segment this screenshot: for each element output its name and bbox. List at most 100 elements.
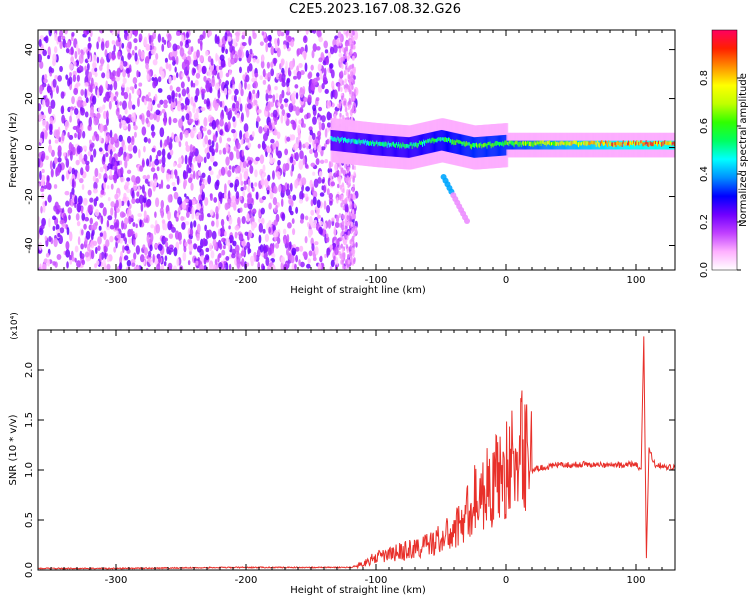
heatmap-noise-cell — [265, 256, 270, 267]
heatmap-noise-cell — [351, 63, 355, 69]
heatmap-noise-cell — [223, 87, 228, 96]
heatmap-noise-cell — [250, 260, 254, 267]
heatmap-noise-cell — [185, 145, 191, 153]
heatmap-noise-cell — [291, 92, 296, 102]
heatmap-noise-cell — [95, 246, 98, 254]
heatmap-noise-cell — [341, 95, 344, 101]
heatmap-noise-cell — [219, 100, 223, 108]
heatmap-noise-cell — [193, 59, 199, 67]
heatmap-noise-cell — [192, 146, 196, 153]
heatmap-noise-cell — [155, 109, 161, 116]
heatmap-noise-cell — [261, 54, 265, 62]
heatmap-noise-cell — [43, 95, 46, 100]
heatmap-noise-cell — [337, 83, 341, 92]
heatmap-noise-cell — [215, 218, 219, 228]
heatmap-noise-cell — [344, 107, 348, 113]
heatmap-noise-cell — [185, 113, 190, 121]
heatmap-noise-cell — [234, 167, 239, 174]
heatmap-noise-cell — [283, 239, 287, 245]
heatmap-noise-cell — [286, 113, 291, 118]
heatmap-noise-cell — [322, 76, 328, 85]
heatmap-noise-cell — [275, 93, 279, 100]
heatmap-noise-cell — [60, 105, 65, 115]
heatmap-noise-cell — [89, 144, 94, 152]
heatmap-noise-cell — [149, 155, 152, 163]
heatmap-noise-cell — [241, 240, 247, 247]
heatmap-noise-cell — [290, 254, 295, 264]
heatmap-noise-cell — [304, 215, 309, 221]
snr-frame — [37, 329, 676, 571]
heatmap-noise-cell — [243, 184, 247, 191]
heatmap-noise-cell — [240, 250, 246, 257]
heatmap-noise-cell — [345, 65, 348, 71]
heatmap-noise-cell — [199, 264, 204, 270]
heatmap-noise-cell — [239, 172, 243, 182]
heatmap-noise-cell — [49, 72, 53, 77]
heatmap-noise-cell — [219, 243, 223, 250]
heatmap-noise-cell — [87, 50, 90, 60]
heatmap-noise-cell — [326, 100, 332, 109]
heatmap-noise-cell — [183, 178, 188, 187]
heatmap-noise-cell — [324, 253, 327, 259]
heatmap-noise-cell — [277, 159, 281, 166]
heatmap-noise-cell — [132, 76, 138, 85]
heatmap-noise-cell — [38, 38, 42, 48]
heatmap-noise-cell — [321, 179, 325, 184]
heatmap-noise-cell — [48, 145, 53, 154]
heatmap-noise-cell — [283, 98, 289, 103]
heatmap-noise-cell — [185, 141, 189, 147]
heatmap-noise-cell — [223, 245, 226, 250]
heatmap-noise-cell — [126, 169, 132, 175]
heatmap-noise-cell — [272, 142, 276, 150]
heatmap-noise-cell — [172, 162, 176, 167]
heatmap-noise-cell — [205, 50, 209, 57]
heatmap-noise-cell — [68, 142, 73, 152]
heatmap-noise-cell — [84, 216, 90, 222]
heatmap-noise-cell — [94, 167, 99, 178]
heatmap-noise-cell — [245, 137, 250, 143]
heatmap-noise-cell — [193, 243, 198, 250]
heatmap-noise-cell — [321, 122, 326, 131]
heatmap-noise-cell — [47, 194, 52, 203]
heatmap-noise-cell — [85, 160, 90, 166]
heatmap-noise-cell — [105, 69, 110, 80]
heatmap-noise-cell — [136, 89, 141, 96]
heatmap-noise-cell — [147, 92, 151, 97]
heatmap-noise-cell — [294, 143, 299, 151]
heatmap-noise-cell — [68, 214, 71, 221]
heatmap-noise-cell — [261, 31, 265, 36]
heatmap-noise-cell — [280, 31, 285, 37]
heatmap-noise-cell — [38, 227, 44, 236]
heatmap-noise-cell — [86, 63, 90, 71]
heatmap-noise-cell — [287, 222, 292, 229]
heatmap-noise-cell — [298, 63, 303, 68]
heatmap-noise-cell — [145, 267, 149, 270]
heatmap-noise-cell — [139, 219, 142, 228]
heatmap-noise-cell — [157, 243, 163, 251]
heatmap-noise-cell — [89, 139, 92, 145]
heatmap-noise-cell — [90, 77, 94, 87]
heatmap-noise-cell — [302, 251, 308, 258]
x-tick-label: -200 — [235, 575, 258, 586]
heatmap-noise-cell — [104, 252, 107, 260]
heatmap-noise-cell — [352, 249, 356, 255]
heatmap-noise-cell — [157, 103, 161, 108]
heatmap-noise-cell — [82, 101, 87, 107]
heatmap-noise-cell — [293, 69, 298, 76]
heatmap-noise-cell — [106, 40, 110, 48]
heatmap-noise-cell — [252, 30, 255, 37]
heatmap-noise-cell — [204, 224, 207, 232]
heatmap-noise-cell — [196, 203, 202, 211]
heatmap-noise-cell — [312, 30, 317, 34]
heatmap-noise-cell — [283, 40, 287, 46]
heatmap-noise-cell — [57, 232, 61, 238]
x-tick-label: -300 — [105, 275, 128, 286]
heatmap-noise-cell — [200, 42, 203, 52]
heatmap-signal-cell — [673, 141, 675, 147]
heatmap-noise-cell — [199, 34, 204, 41]
heatmap-noise-cell — [165, 241, 169, 248]
heatmap-noise-cell — [284, 66, 288, 76]
heatmap-noise-cell — [59, 65, 63, 73]
heatmap-noise-cell — [258, 126, 263, 134]
heatmap-noise-cell — [344, 219, 347, 225]
